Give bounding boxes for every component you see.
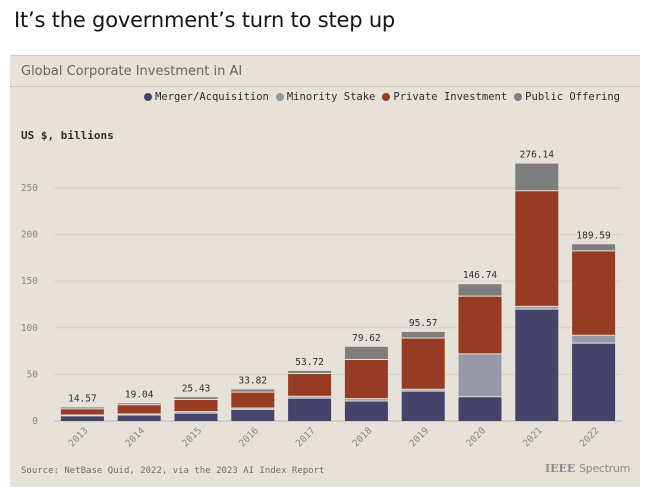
legend-label-merger-acquisition: Merger/Acquisition <box>155 91 269 103</box>
total-label-2016: 33.82 <box>238 375 267 386</box>
bar-2016-private-investment <box>231 392 275 408</box>
legend-swatch-private-investment <box>382 93 391 101</box>
source-note: Source: NetBase Quid, 2022, via the 2023… <box>21 466 325 476</box>
bar-2013-public-offering <box>60 407 104 409</box>
x-tick-label-2015: 2015 <box>180 425 204 449</box>
chart-title: Global Corporate Investment in AI <box>21 64 243 79</box>
bar-2020-public-offering <box>458 284 502 297</box>
brand-spectrum: Spectrum <box>579 462 630 475</box>
x-tick-label-2018: 2018 <box>351 425 375 449</box>
y-tick-label: 0 <box>32 416 38 427</box>
bar-2018-minority-stake <box>344 398 388 401</box>
legend-item-private-investment: Private Investment <box>382 91 507 103</box>
legend-swatch-public-offering <box>514 93 523 101</box>
bar-2021-private-investment <box>515 190 559 307</box>
y-tick-label: 50 <box>27 369 39 380</box>
brand-ieee: IEEE <box>544 462 576 475</box>
bar-2019-merger-acquisition <box>401 391 445 421</box>
headline: It’s the government’s turn to step up <box>14 8 396 32</box>
legend-swatch-merger-acquisition <box>144 93 153 101</box>
bar-2016-minority-stake <box>231 407 275 410</box>
bar-2015-public-offering <box>174 397 218 400</box>
bar-2014-private-investment <box>117 404 161 415</box>
legend-swatch-minority-stake <box>275 93 284 101</box>
x-tick-label-2016: 2016 <box>237 425 261 449</box>
x-tick-label-2014: 2014 <box>123 425 147 449</box>
bar-2020-minority-stake <box>458 353 502 397</box>
bar-2022-private-investment <box>572 250 616 336</box>
bar-2019-public-offering <box>401 331 445 339</box>
bar-2022-public-offering <box>572 244 616 251</box>
total-label-2013: 14.57 <box>68 393 97 404</box>
bar-2019-minority-stake <box>401 389 445 392</box>
legend-item-minority-stake: Minority Stake <box>275 91 376 103</box>
bar-2014-merger-acquisition <box>117 414 161 421</box>
bar-2015-merger-acquisition <box>174 413 218 421</box>
legend: Merger/Acquisition Minority Stake Privat… <box>144 91 620 103</box>
total-label-2019: 95.57 <box>409 318 438 329</box>
y-tick-label: 100 <box>21 323 38 334</box>
x-tick-label-2017: 2017 <box>294 425 318 449</box>
total-label-2015: 25.43 <box>182 383 211 394</box>
bar-2014-public-offering <box>117 403 161 405</box>
bar-2017-merger-acquisition <box>288 398 332 421</box>
bar-2017-minority-stake <box>288 396 332 399</box>
legend-label-minority-stake: Minority Stake <box>286 91 376 103</box>
bar-2019-private-investment <box>401 338 445 390</box>
title-divider <box>10 86 640 87</box>
bar-2021-minority-stake <box>515 306 559 310</box>
x-tick-label-2022: 2022 <box>578 425 602 449</box>
legend-item-public-offering: Public Offering <box>514 91 620 103</box>
y-tick-label: 200 <box>21 230 38 241</box>
x-tick-label-2020: 2020 <box>464 425 488 449</box>
bar-2013-private-investment <box>60 408 104 415</box>
total-label-2017: 53.72 <box>295 357 324 368</box>
total-label-2021: 276.14 <box>520 150 555 161</box>
x-tick-label-2019: 2019 <box>407 425 431 449</box>
bar-2018-private-investment <box>344 359 388 399</box>
bar-2020-private-investment <box>458 296 502 354</box>
y-tick-label: 150 <box>21 276 38 287</box>
ieee-spectrum-logo: IEEE Spectrum <box>545 462 630 475</box>
legend-item-merger-acquisition: Merger/Acquisition <box>144 91 269 103</box>
bar-2016-public-offering <box>231 389 275 393</box>
bar-2022-merger-acquisition <box>572 343 616 421</box>
y-axis-label: US $, billions <box>21 129 114 142</box>
bar-2018-merger-acquisition <box>344 400 388 421</box>
bar-2013-merger-acquisition <box>60 415 104 421</box>
chart-card: Global Corporate Investment in AI Merger… <box>10 55 640 487</box>
total-label-2020: 146.74 <box>463 270 498 281</box>
y-tick-label: 250 <box>21 183 38 194</box>
bar-2022-minority-stake <box>572 335 616 344</box>
total-label-2014: 19.04 <box>125 389 154 400</box>
bar-2020-merger-acquisition <box>458 396 502 421</box>
x-tick-label-2013: 2013 <box>67 425 91 449</box>
bar-2017-public-offering <box>288 370 332 374</box>
bar-2021-merger-acquisition <box>515 309 559 421</box>
bar-2021-public-offering <box>515 163 559 191</box>
bar-2016-merger-acquisition <box>231 409 275 421</box>
total-label-2022: 189.59 <box>576 230 611 241</box>
bar-2015-private-investment <box>174 399 218 412</box>
legend-label-private-investment: Private Investment <box>393 91 508 103</box>
total-label-2018: 79.62 <box>352 333 381 344</box>
bar-2017-private-investment <box>288 373 332 397</box>
x-tick-label-2021: 2021 <box>521 425 545 449</box>
bar-2015-minority-stake <box>174 411 218 414</box>
stacked-bar-chart: 0 50 100 150 200 250 14.57 2013 19.04 2014 25.43 20… <box>21 150 622 449</box>
bar-2018-public-offering <box>344 346 388 360</box>
legend-label-public-offering: Public Offering <box>525 91 620 103</box>
